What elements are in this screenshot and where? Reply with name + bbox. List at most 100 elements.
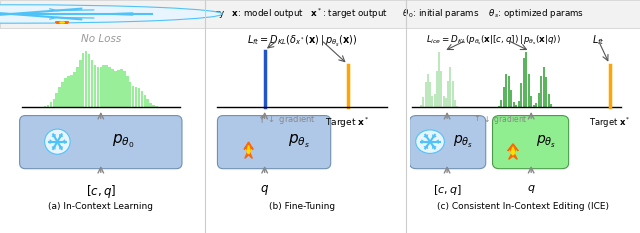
- Bar: [513, 102, 515, 107]
- Text: $L_{ft}$: $L_{ft}$: [592, 34, 605, 47]
- Bar: [49, 102, 52, 107]
- Bar: [126, 76, 129, 107]
- Bar: [440, 71, 442, 107]
- Bar: [61, 82, 64, 107]
- Bar: [106, 65, 108, 107]
- Bar: [443, 96, 445, 107]
- Bar: [99, 67, 102, 107]
- Bar: [538, 93, 540, 107]
- Bar: [520, 83, 522, 107]
- Bar: [76, 67, 79, 107]
- Circle shape: [416, 130, 444, 153]
- Text: $\downarrow$ gradient: $\downarrow$ gradient: [482, 113, 528, 126]
- Bar: [433, 94, 436, 107]
- Bar: [500, 100, 502, 107]
- Text: $p_{\theta_0}$: $p_{\theta_0}$: [112, 133, 134, 151]
- Bar: [510, 90, 513, 107]
- Bar: [518, 101, 520, 107]
- Bar: [82, 53, 84, 107]
- Text: (a) In-Context Learning: (a) In-Context Learning: [48, 202, 154, 211]
- Bar: [132, 86, 134, 107]
- Bar: [523, 58, 525, 107]
- Bar: [141, 91, 143, 107]
- Polygon shape: [511, 147, 515, 155]
- Text: $L_{ft} = D_{KL}(\delta_{x^*}(\mathbf{x})\,|\,p_{\theta_s}(\mathbf{x}))$: $L_{ft} = D_{KL}(\delta_{x^*}(\mathbf{x}…: [247, 34, 358, 49]
- Bar: [436, 71, 438, 107]
- Text: $[c, q]$: $[c, q]$: [433, 183, 461, 197]
- Bar: [525, 52, 527, 107]
- Bar: [149, 103, 152, 107]
- Bar: [135, 87, 138, 107]
- Bar: [456, 106, 458, 107]
- Bar: [429, 82, 431, 107]
- Bar: [454, 99, 456, 107]
- Bar: [138, 88, 140, 107]
- Bar: [120, 69, 123, 107]
- Bar: [73, 72, 76, 107]
- Bar: [424, 82, 426, 107]
- Text: Target $\mathbf{x}^*$: Target $\mathbf{x}^*$: [589, 116, 630, 130]
- Circle shape: [0, 5, 222, 23]
- Polygon shape: [244, 142, 253, 158]
- Text: (b) Fine-Tuning: (b) Fine-Tuning: [269, 202, 335, 211]
- Text: $p_{\theta_s}$: $p_{\theta_s}$: [287, 133, 310, 151]
- FancyBboxPatch shape: [410, 116, 486, 169]
- Bar: [543, 67, 545, 107]
- Bar: [58, 87, 61, 107]
- Polygon shape: [508, 144, 518, 159]
- Bar: [438, 52, 440, 107]
- Bar: [79, 60, 81, 107]
- Text: $p_{\theta_s}$: $p_{\theta_s}$: [453, 134, 473, 150]
- Bar: [540, 76, 542, 107]
- Bar: [508, 76, 510, 107]
- Bar: [420, 105, 422, 107]
- Bar: [52, 99, 55, 107]
- Bar: [152, 105, 155, 107]
- Text: $\downarrow$ gradient: $\downarrow$ gradient: [266, 113, 316, 126]
- Bar: [56, 93, 58, 107]
- Bar: [85, 51, 88, 107]
- Text: Frozen: Frozen: [26, 9, 58, 19]
- Bar: [67, 76, 70, 107]
- Bar: [111, 69, 114, 107]
- Bar: [449, 68, 451, 107]
- Bar: [114, 71, 116, 107]
- FancyBboxPatch shape: [493, 116, 569, 169]
- Bar: [108, 67, 111, 107]
- Text: $q$: $q$: [527, 183, 536, 195]
- Bar: [498, 106, 500, 107]
- Bar: [156, 106, 158, 107]
- Polygon shape: [247, 145, 250, 154]
- Text: Tuned: Tuned: [76, 9, 104, 19]
- Text: $[c, q]$: $[c, q]$: [86, 183, 116, 200]
- Bar: [503, 87, 505, 107]
- Bar: [427, 74, 429, 107]
- Bar: [527, 74, 530, 107]
- Bar: [548, 94, 550, 107]
- Bar: [88, 54, 90, 107]
- Bar: [44, 106, 46, 107]
- Bar: [70, 75, 73, 107]
- Bar: [64, 78, 67, 107]
- Bar: [47, 105, 49, 107]
- Bar: [515, 105, 517, 107]
- Text: No Loss: No Loss: [81, 34, 121, 44]
- FancyBboxPatch shape: [0, 0, 640, 28]
- Text: $L_{ice} = D_{KL}(p_{\theta_s}(\mathbf{x}|[c,q])\,|\,p_{\theta_s}(\mathbf{x}|q)): $L_{ice} = D_{KL}(p_{\theta_s}(\mathbf{x…: [426, 34, 561, 47]
- Bar: [545, 77, 547, 107]
- Text: $q$: $q$: [260, 183, 269, 197]
- Bar: [550, 104, 552, 107]
- Bar: [129, 82, 131, 107]
- Text: $\uparrow$: $\uparrow$: [256, 113, 266, 125]
- Bar: [97, 68, 99, 107]
- Polygon shape: [60, 22, 65, 23]
- Bar: [147, 99, 149, 107]
- Bar: [91, 60, 93, 107]
- Circle shape: [45, 129, 70, 154]
- Bar: [447, 81, 449, 107]
- Polygon shape: [55, 22, 69, 23]
- Bar: [532, 105, 535, 107]
- Bar: [422, 97, 424, 107]
- Bar: [143, 95, 146, 107]
- Text: $\mathbf{c}$: context   $\mathbf{q}$: query   $\mathbf{x}$: model output   $\mat: $\mathbf{c}$: context $\mathbf{q}$: quer…: [134, 7, 584, 21]
